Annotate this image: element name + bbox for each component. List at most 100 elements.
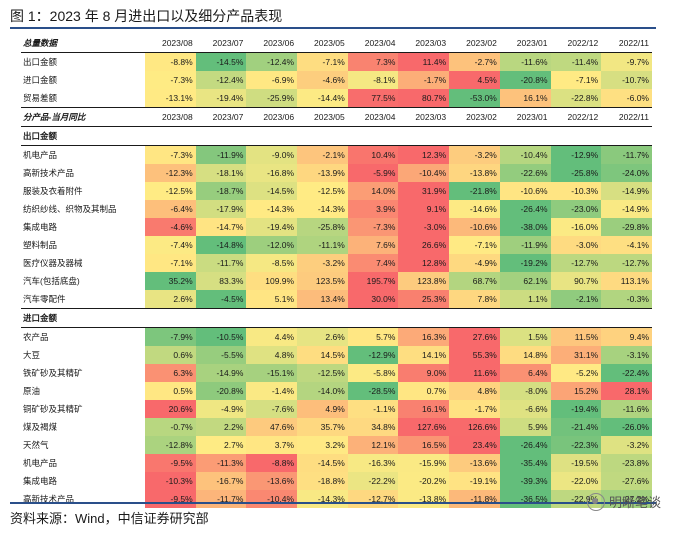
table-cell: -12.3% — [145, 164, 196, 182]
table-cell: -6.9% — [246, 71, 298, 89]
column-header: 2023/03 — [398, 107, 450, 127]
table-row: 原油 0.5% -20.8% -1.4% -14.0% -28.5% 0.7% 4.8% -8.… — [21, 382, 652, 400]
table-cell: -11.6% — [499, 52, 551, 71]
table-cell: -7.3% — [347, 218, 399, 236]
table-cell: -20.2% — [398, 472, 450, 490]
table-cell: -12.5% — [145, 182, 196, 200]
table-cell: -26.0% — [601, 418, 652, 436]
table-cell: -13.6% — [246, 472, 298, 490]
table-cell: -18.7% — [195, 182, 247, 200]
column-header: 2023/08 — [145, 107, 196, 127]
table-cell: -13.8% — [449, 164, 500, 182]
column-header: 2023/03 — [398, 34, 450, 53]
table-cell: -14.3% — [297, 490, 348, 508]
table-cell: -12.4% — [246, 52, 298, 71]
table-row: 铜矿砂及其精矿 20.6% -4.9% -7.6% 4.9% -1.1% 16.1% -1.7… — [21, 400, 652, 418]
table-cell: -14.4% — [297, 89, 348, 108]
table-cell: -11.4% — [550, 52, 602, 71]
table-cell: -0.7% — [145, 418, 196, 436]
table-cell: -6.4% — [145, 200, 196, 218]
table-cell: 0.6% — [145, 346, 196, 364]
table-cell: 12.1% — [347, 436, 399, 454]
table-cell: -36.5% — [499, 490, 551, 508]
table-cell: 126.6% — [449, 418, 500, 436]
table-cell: 4.8% — [246, 346, 298, 364]
table-cell: -11.3% — [195, 454, 247, 472]
table-cell: 7.3% — [347, 52, 399, 71]
header-row: 分产品-当月同比 2023/08 2023/07 2023/06 2023/05 2023… — [21, 107, 652, 127]
table-cell: -13.1% — [145, 89, 196, 108]
table-cell: -9.5% — [145, 454, 196, 472]
table-cell: -3.2% — [601, 436, 652, 454]
table-cell: -6.6% — [499, 400, 551, 418]
table-cell: 14.0% — [347, 182, 399, 200]
table-cell: 2.6% — [145, 290, 196, 309]
table-cell: -3.0% — [550, 236, 602, 254]
table-cell: -19.4% — [550, 400, 602, 418]
table-cell: 2.6% — [297, 327, 348, 346]
table-cell: -1.7% — [398, 71, 450, 89]
table-cell: -10.4% — [398, 164, 450, 182]
table-cell: -8.8% — [145, 52, 196, 71]
table-row: 煤及褐煤 -0.7% 2.2% 47.6% 35.7% 34.8% 127.6% 126.6%… — [21, 418, 652, 436]
table-cell: -10.5% — [195, 327, 247, 346]
table-cell: -7.4% — [145, 236, 196, 254]
table-cell: -12.5% — [297, 182, 348, 200]
column-header: 2023/06 — [246, 107, 298, 127]
header-label: 分产品-当月同比 — [21, 107, 146, 127]
table-cell: 123.5% — [297, 272, 348, 290]
table-cell: -9.0% — [246, 145, 298, 164]
table-cell: 113.1% — [601, 272, 652, 290]
section-title: 出口金额 — [21, 126, 652, 146]
table-cell: -4.9% — [195, 400, 247, 418]
table-cell: 15.2% — [550, 382, 602, 400]
table-cell: -26.4% — [499, 200, 551, 218]
table-cell: -15.1% — [246, 364, 298, 382]
table-cell: -29.8% — [601, 218, 652, 236]
table-cell: -24.0% — [601, 164, 652, 182]
table-cell: -12.4% — [195, 71, 247, 89]
table-cell: -21.8% — [449, 182, 500, 200]
table-row: 机电产品 -9.5% -11.3% -8.8% -14.5% -16.3% -15.9% -1… — [21, 454, 652, 472]
table-cell: -11.8% — [449, 490, 500, 508]
table-cell: -8.8% — [246, 454, 298, 472]
table-cell: -12.7% — [601, 254, 652, 272]
table-cell: -14.3% — [246, 200, 298, 218]
row-label: 原油 — [23, 386, 41, 396]
column-header: 2022/11 — [601, 34, 652, 53]
table-cell: -14.5% — [297, 454, 348, 472]
table-cell: -14.0% — [297, 382, 348, 400]
table-cell: -22.0% — [550, 472, 602, 490]
table-cell: -5.8% — [347, 364, 399, 382]
table-cell: 68.7% — [449, 272, 500, 290]
table-cell: -11.9% — [499, 236, 551, 254]
table-cell: 80.7% — [398, 89, 450, 108]
row-label: 铜矿砂及其精矿 — [23, 404, 83, 414]
table-cell: 23.4% — [449, 436, 500, 454]
table-cell: 0.7% — [398, 382, 450, 400]
column-header: 2023/07 — [195, 34, 247, 53]
table-cell: -13.8% — [398, 490, 450, 508]
table-cell: -11.6% — [601, 400, 652, 418]
table-cell: -8.0% — [499, 382, 551, 400]
column-header: 2023/01 — [499, 107, 551, 127]
table-cell: 35.2% — [145, 272, 196, 290]
table-cell: -11.1% — [297, 236, 348, 254]
row-label: 集成电路 — [23, 222, 58, 232]
row-label: 服装及衣着附件 — [23, 186, 83, 196]
row-label: 机电产品 — [23, 458, 58, 468]
table-cell: -2.7% — [449, 52, 500, 71]
column-header: 2023/01 — [499, 34, 551, 53]
row-label: 煤及褐煤 — [23, 422, 58, 432]
row-label: 农产品 — [23, 332, 49, 342]
row-label: 集成电路 — [23, 476, 58, 486]
row-label: 机电产品 — [23, 150, 58, 160]
column-header: 2023/02 — [449, 34, 500, 53]
table-cell: -11.7% — [601, 145, 652, 164]
bottom-rule — [10, 502, 656, 504]
table-cell: -8.1% — [347, 71, 399, 89]
table-cell: -19.1% — [449, 472, 500, 490]
column-header: 2023/04 — [347, 107, 399, 127]
table-cell: -22.2% — [347, 472, 399, 490]
table-cell: 6.3% — [145, 364, 196, 382]
